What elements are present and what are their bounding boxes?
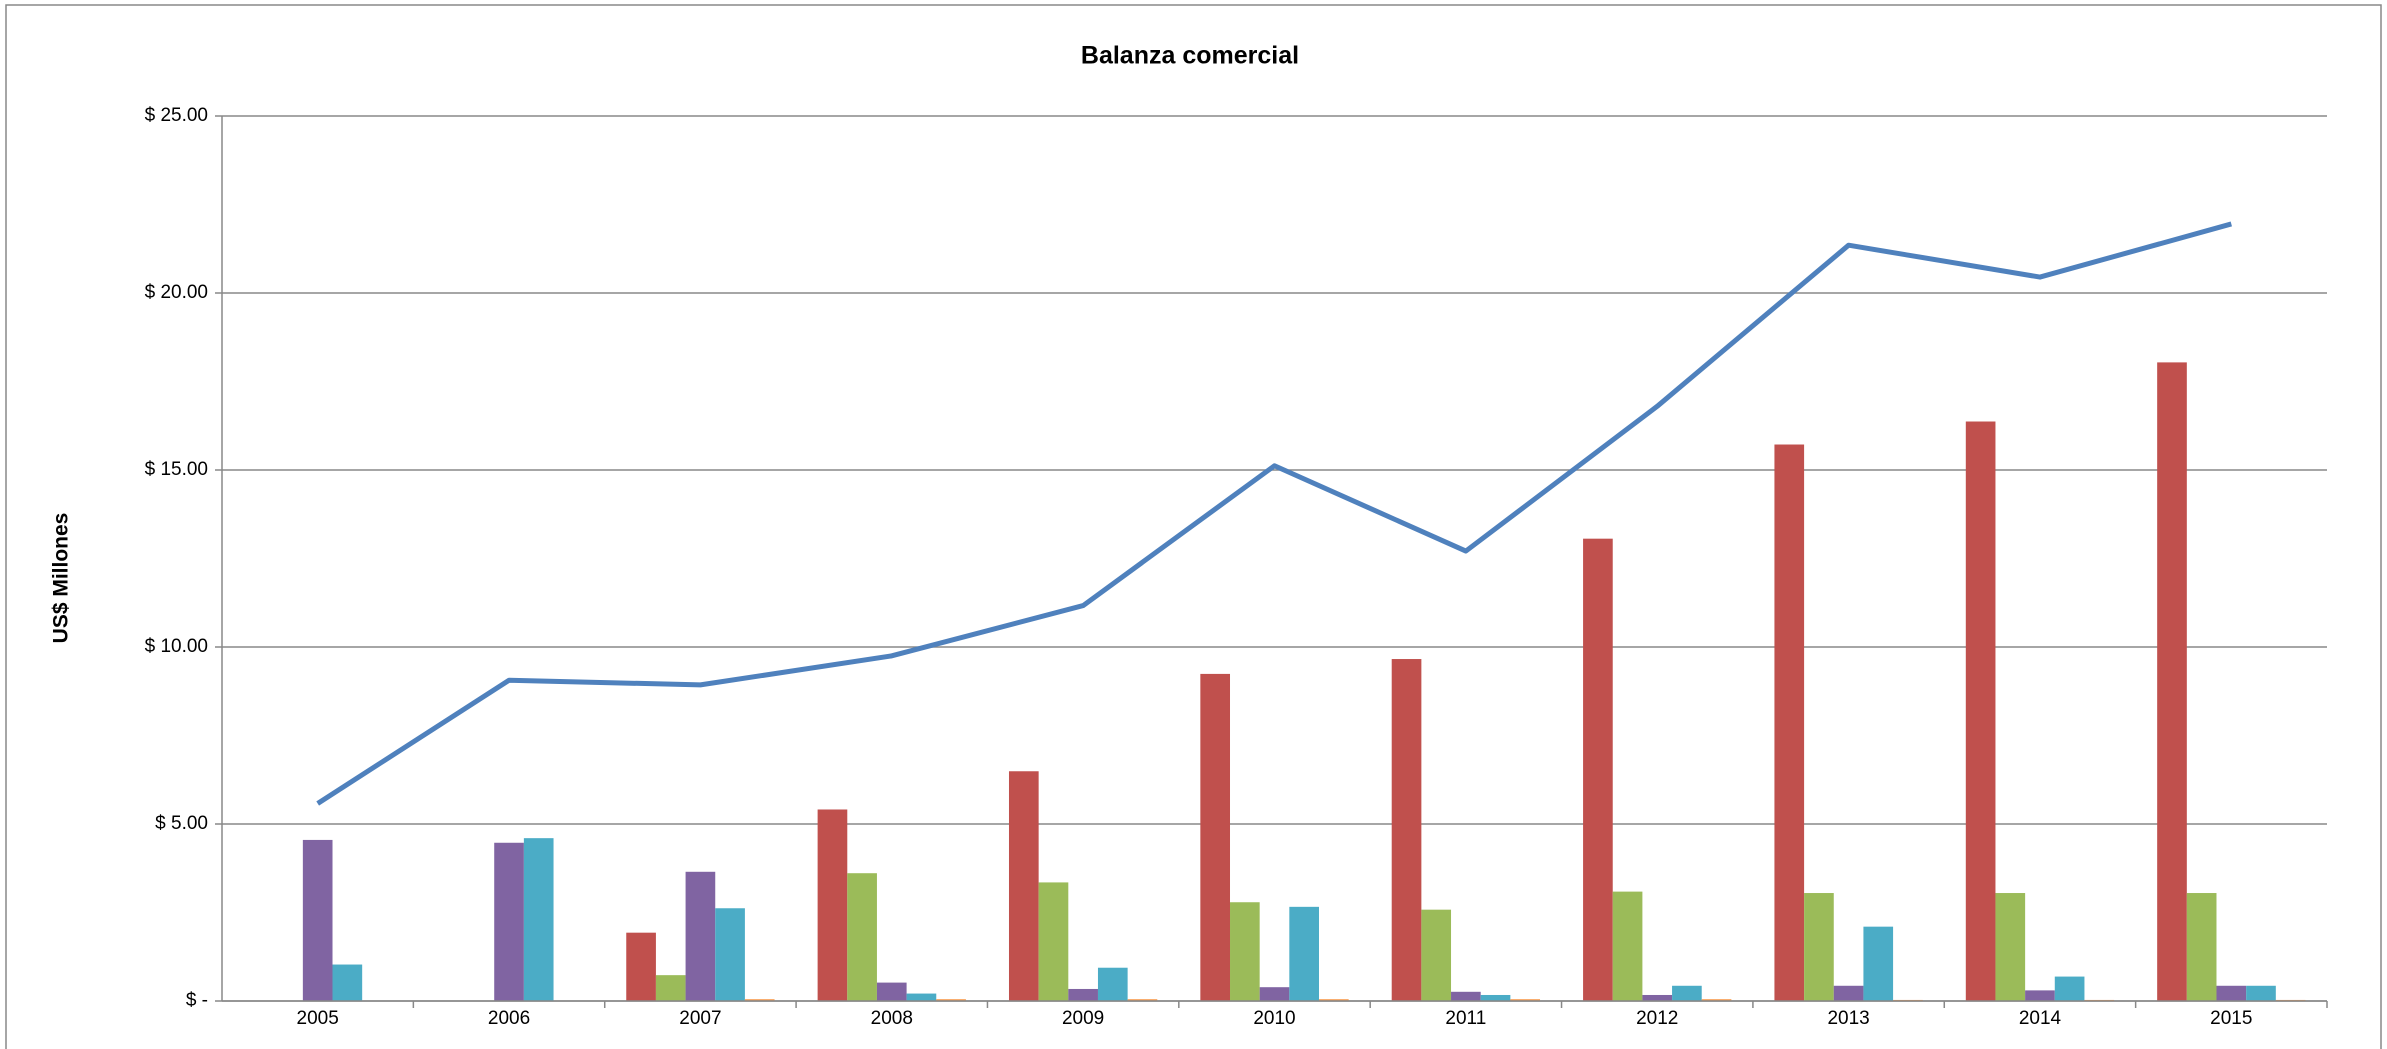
- bar: [1127, 999, 1158, 1001]
- x-tick-label: 2010: [1253, 1008, 1295, 1029]
- x-tick-label: 2007: [679, 1008, 721, 1029]
- y-tick-label: $ -: [186, 990, 208, 1011]
- bar: [1480, 994, 1511, 1001]
- bar: [1774, 444, 1805, 1002]
- bar: [332, 964, 363, 1001]
- x-tick-label: 2015: [2210, 1008, 2252, 1029]
- bar: [1230, 902, 1260, 1001]
- bar: [1583, 538, 1613, 1001]
- bar: [1200, 673, 1231, 1001]
- bar: [302, 839, 333, 1001]
- bar: [2054, 976, 2085, 1001]
- bar: [494, 842, 524, 1001]
- bar: [1642, 994, 1673, 1001]
- bar: [906, 993, 937, 1001]
- bar: [1068, 988, 1098, 1001]
- bar: [1038, 882, 1069, 1001]
- bar: [2246, 985, 2276, 1001]
- x-tick-label: 2012: [1636, 1008, 1678, 1029]
- bar: [1612, 891, 1643, 1001]
- bar: [655, 975, 686, 1001]
- bar: [876, 982, 907, 1001]
- bar: [2157, 362, 2187, 1001]
- y-tick-label: $ 15.00: [145, 459, 208, 480]
- bar: [936, 999, 966, 1001]
- x-tick-label: 2011: [1445, 1008, 1486, 1029]
- bar: [2025, 990, 2055, 1001]
- bar: [1995, 893, 2026, 1001]
- y-tick-label: $ 10.00: [145, 636, 208, 657]
- bar: [685, 871, 716, 1001]
- bar: [523, 838, 554, 1001]
- y-axis-label: US$ Millones: [50, 513, 73, 644]
- y-tick-label: $ 5.00: [155, 813, 208, 834]
- bar: [715, 908, 745, 1001]
- bar: [2186, 893, 2217, 1001]
- bar: [1259, 987, 1290, 1001]
- bar: [1510, 999, 1541, 1001]
- x-tick-label: 2014: [2019, 1008, 2062, 1029]
- x-tick-label: 2013: [1827, 1008, 1869, 1029]
- line: [316, 221, 2232, 806]
- bar: [2216, 985, 2247, 1001]
- bar: [1451, 991, 1481, 1001]
- bar: [1965, 421, 1996, 1001]
- y-tick-label: $ 25.00: [145, 105, 208, 126]
- bar: [1833, 985, 1864, 1001]
- bar: [1701, 999, 1732, 1001]
- bar: [1863, 926, 1894, 1001]
- bar: [1804, 893, 1834, 1001]
- y-tick-label: $ 20.00: [145, 282, 208, 303]
- x-tick-label: 2006: [488, 1008, 530, 1029]
- bar: [1289, 906, 1319, 1001]
- bar: [1421, 909, 1452, 1001]
- bar: [1318, 999, 1349, 1001]
- x-tick-label: 2008: [871, 1008, 913, 1029]
- bar: [1391, 659, 1422, 1001]
- x-tick-label: 2005: [297, 1008, 339, 1029]
- bar: [847, 873, 877, 1001]
- bar: [1672, 985, 1702, 1001]
- bar: [1097, 967, 1128, 1001]
- bar: [1008, 771, 1039, 1001]
- bar: [817, 809, 848, 1001]
- x-tick-label: 2009: [1062, 1008, 1104, 1029]
- bar: [744, 999, 775, 1001]
- chart-title: Balanza comercial: [1081, 42, 1299, 70]
- bar: [626, 932, 656, 1001]
